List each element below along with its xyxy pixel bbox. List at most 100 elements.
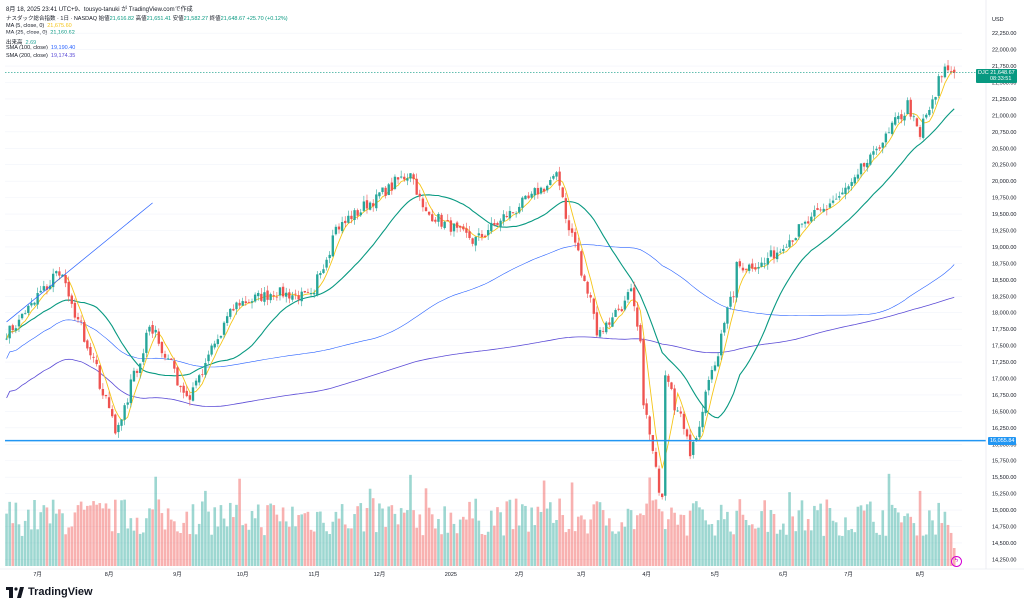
candle-body bbox=[170, 358, 173, 360]
volume-bar bbox=[915, 535, 919, 566]
volume-bar bbox=[179, 532, 182, 566]
volume-bar bbox=[225, 526, 229, 566]
price-tick-label: 15,250.00 bbox=[992, 492, 1016, 498]
candle-body bbox=[241, 301, 244, 306]
candle-body bbox=[636, 307, 639, 327]
candle-body bbox=[89, 346, 92, 356]
volume-bar bbox=[676, 524, 680, 566]
volume-bar bbox=[23, 520, 27, 566]
volume-bar bbox=[527, 531, 530, 566]
volume-bar bbox=[691, 503, 695, 566]
volume-bar bbox=[564, 532, 568, 566]
volume-bar bbox=[660, 511, 664, 566]
volume-bar bbox=[368, 488, 372, 566]
volume-bar bbox=[418, 514, 422, 566]
legend-row[interactable]: MA (5, close, 0) 21,675.60 bbox=[6, 23, 72, 29]
candle-body bbox=[937, 76, 940, 96]
candle-body bbox=[713, 365, 717, 371]
volume-bar bbox=[837, 535, 841, 566]
price-tick-label: 18,250.00 bbox=[992, 294, 1016, 300]
volume-bar bbox=[337, 518, 341, 566]
volume-bar bbox=[132, 530, 136, 566]
candle-body bbox=[471, 238, 474, 244]
volume-bar bbox=[188, 534, 192, 566]
volume-bar bbox=[499, 512, 502, 566]
price-tick-label: 21,750.00 bbox=[992, 64, 1016, 70]
legend-row[interactable]: SMA (100, close) 19,190.40 bbox=[6, 45, 75, 51]
candle-body bbox=[524, 195, 527, 200]
flash-icon[interactable]: ϟ bbox=[951, 556, 962, 567]
volume-bar bbox=[228, 502, 232, 566]
candle-body bbox=[931, 99, 934, 109]
legend-row[interactable]: 出来高 2.69 bbox=[6, 38, 36, 46]
candle-body bbox=[617, 308, 620, 310]
volume-bar bbox=[946, 524, 950, 566]
candle-body bbox=[27, 305, 30, 313]
candle-body bbox=[763, 263, 766, 265]
volume-bar bbox=[738, 499, 742, 566]
volume-bar bbox=[297, 515, 300, 566]
candle-body bbox=[775, 252, 779, 260]
candle-body bbox=[480, 233, 484, 237]
tradingview-logo[interactable]: TradingView bbox=[6, 586, 93, 598]
candle-body bbox=[928, 109, 931, 115]
candle-body bbox=[468, 231, 471, 238]
volume-bar bbox=[924, 534, 928, 566]
volume-bar bbox=[524, 505, 527, 566]
volume-bar bbox=[82, 509, 86, 566]
volume-bar bbox=[176, 531, 179, 566]
time-tick-label: 11月 bbox=[309, 571, 320, 578]
candle-body bbox=[521, 197, 524, 208]
volume-bar bbox=[468, 501, 471, 566]
candle-body bbox=[486, 230, 490, 236]
candle-body bbox=[769, 250, 773, 257]
volume-bar bbox=[869, 501, 872, 566]
volume-bar bbox=[741, 514, 745, 566]
legend-value: 19,190.40 bbox=[50, 45, 76, 52]
volume-bar bbox=[707, 524, 711, 566]
candle-body bbox=[794, 238, 797, 241]
volume-bar bbox=[486, 531, 490, 566]
legend-row[interactable]: SMA (200, close) 19,174.35 bbox=[6, 53, 75, 59]
volume-bar bbox=[461, 516, 465, 566]
volume-bar bbox=[713, 535, 717, 566]
candle-body bbox=[586, 281, 589, 294]
symbol-name[interactable]: ナスダック総合指数 · 1日 · NASDAQ bbox=[6, 16, 98, 22]
volume-bar bbox=[483, 534, 487, 566]
volume-bar bbox=[415, 527, 419, 566]
candle-body bbox=[688, 434, 692, 457]
price-tick-label: 17,250.00 bbox=[992, 360, 1016, 366]
volume-bar bbox=[679, 514, 683, 566]
candle-body bbox=[30, 303, 33, 306]
candle-body bbox=[173, 361, 176, 369]
candle-body bbox=[440, 214, 443, 227]
volume-bar bbox=[772, 513, 776, 566]
candle-body bbox=[5, 338, 8, 340]
time-tick-label: 5月 bbox=[711, 571, 720, 578]
ma-5-line bbox=[6, 71, 955, 469]
candle-body bbox=[294, 293, 297, 295]
volume-bar bbox=[536, 506, 540, 566]
candle-body bbox=[390, 182, 394, 191]
candle-body bbox=[412, 174, 415, 180]
volume-bar bbox=[300, 514, 304, 566]
candle-body bbox=[698, 426, 701, 438]
volume-bar bbox=[629, 510, 633, 566]
price-tick-label: 15,750.00 bbox=[992, 459, 1016, 465]
volume-bar bbox=[194, 534, 198, 566]
volume-bar bbox=[782, 523, 785, 566]
volume-bar bbox=[17, 524, 21, 566]
candle-body bbox=[949, 71, 953, 72]
candle-body bbox=[111, 409, 114, 417]
volume-bar bbox=[238, 478, 241, 566]
candle-body bbox=[810, 216, 813, 222]
candle-body bbox=[800, 223, 804, 225]
volume-bar bbox=[505, 501, 509, 566]
volume-bar bbox=[834, 522, 838, 566]
candle-body bbox=[875, 148, 878, 151]
candle-body bbox=[720, 333, 723, 356]
volume-bar bbox=[598, 502, 602, 566]
volume-bar bbox=[350, 528, 353, 566]
candle-body bbox=[682, 413, 686, 429]
